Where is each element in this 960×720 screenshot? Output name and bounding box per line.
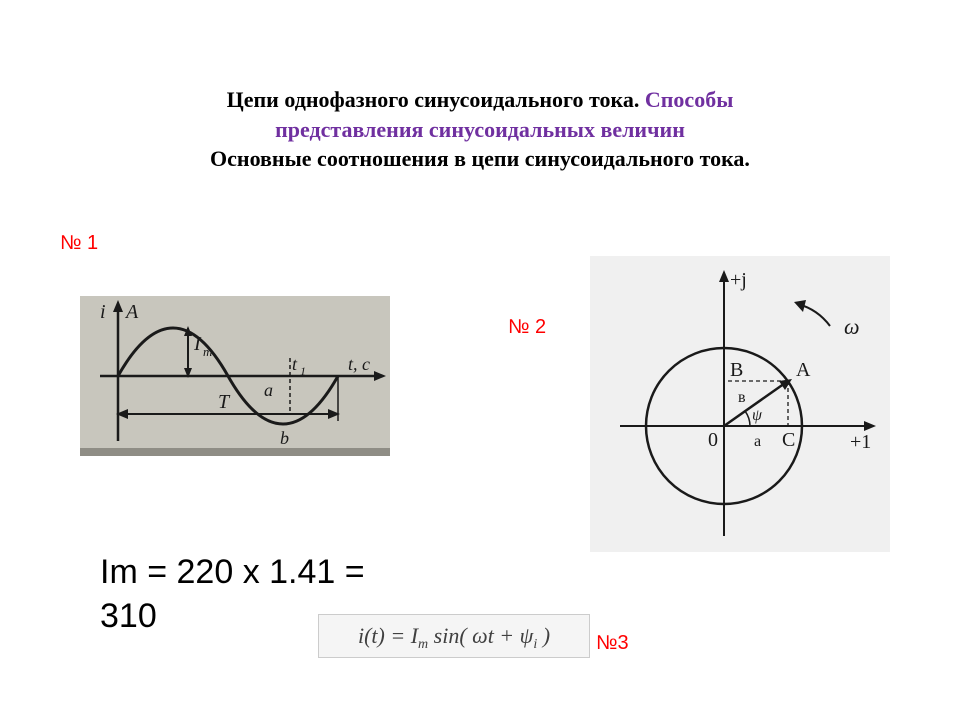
svg-text:0: 0 <box>708 429 718 451</box>
svg-text:a: a <box>754 433 761 450</box>
svg-text:t, c: t, c <box>348 354 370 374</box>
title-row-1: Цепи однофазного синусоидального тока. С… <box>100 85 860 115</box>
label-n3: №3 <box>596 632 629 655</box>
svg-text:I: I <box>193 333 202 355</box>
label-n1: № 1 <box>60 232 98 255</box>
svg-text:A: A <box>796 359 811 381</box>
svg-text:ψ: ψ <box>752 407 763 424</box>
svg-text:A: A <box>124 301 139 323</box>
sine-wave-diagram: i A I m t 1 t, c a T b <box>80 296 390 456</box>
title-block: Цепи однофазного синусоидального тока. С… <box>100 85 860 174</box>
svg-text:ω: ω <box>844 314 860 339</box>
svg-text:T: T <box>218 391 231 413</box>
svg-text:b: b <box>280 428 289 448</box>
formula-text: i(t) = Im sin( ωt + ψi ) <box>358 623 550 649</box>
title-line1-purple: Способы <box>645 87 734 112</box>
title-line1-black: Цепи однофазного синусоидального тока. <box>227 87 645 112</box>
svg-text:+j: +j <box>730 269 747 291</box>
title-line2: представления синусоидальных величин <box>100 115 860 145</box>
svg-text:B: B <box>730 359 743 381</box>
formula-box: i(t) = Im sin( ωt + ψi ) <box>318 614 590 658</box>
title-line3: Основные соотношения в цепи синусоидальн… <box>100 144 860 174</box>
svg-text:C: C <box>782 429 795 451</box>
svg-text:a: a <box>264 380 273 400</box>
label-n2: № 2 <box>508 316 546 339</box>
svg-text:i: i <box>100 301 106 323</box>
svg-text:1: 1 <box>300 364 306 378</box>
svg-text:+1: +1 <box>850 431 871 453</box>
svg-text:m: m <box>203 344 212 359</box>
svg-text:в: в <box>738 389 746 406</box>
phasor-diagram: +j +1 ω A B C 0 a в ψ <box>590 256 890 552</box>
slide: Цепи однофазного синусоидального тока. С… <box>0 0 960 720</box>
